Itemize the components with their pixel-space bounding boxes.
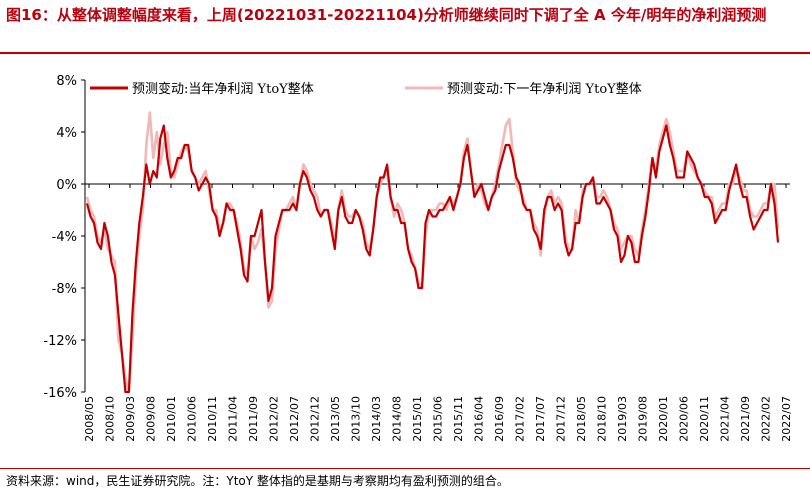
- x-tick-label: 2017/12: [555, 396, 568, 442]
- y-tick-label: -12%: [43, 334, 77, 349]
- x-tick-label: 2021/04: [719, 396, 732, 442]
- series-line-current-year: [85, 124, 780, 394]
- x-tick-label: 2008/05: [83, 396, 96, 442]
- x-tick-label: 2008/10: [104, 396, 117, 442]
- x-tick-label: 2009/03: [124, 396, 137, 442]
- x-tick-label: 2021/09: [739, 396, 752, 442]
- x-tick-label: 2020/06: [678, 396, 691, 442]
- x-tick-label: 2015/01: [411, 396, 424, 442]
- y-tick-label: -16%: [43, 386, 77, 401]
- x-tick-label: 2017/02: [514, 396, 527, 442]
- x-tick-label: 2014/08: [391, 396, 404, 442]
- y-tick-label: -8%: [52, 282, 77, 297]
- line-chart: 8% 4% 0% -4% -8% -12% -16% 2008/05 2008/10 2009/…: [43, 74, 793, 442]
- x-axis: 2008/05 2008/10 2009/03 2009/08 2010/01 2010/…: [83, 183, 793, 442]
- x-tick-label: 2010/01: [165, 396, 178, 442]
- x-tick-label: 2010/11: [206, 396, 219, 442]
- x-tick-label: 2017/07: [534, 396, 547, 442]
- x-tick-label: 2019/08: [637, 396, 650, 442]
- y-tick-label: 0%: [56, 178, 77, 193]
- y-tick-label: -4%: [52, 230, 77, 245]
- legend: 预测变动:当年净利润 YtoY整体 预测变动:下一年净利润 YtoY整体: [90, 81, 642, 97]
- y-tick-label: 8%: [56, 74, 77, 89]
- x-tick-label: 2022/02: [760, 396, 773, 442]
- x-tick-label: 2015/11: [452, 396, 465, 442]
- x-tick-label: 2022/07: [780, 396, 793, 442]
- legend-label-next-year: 预测变动:下一年净利润 YtoY整体: [447, 81, 642, 97]
- x-tick-label: 2010/06: [186, 396, 199, 442]
- series-line-next-year: [85, 111, 780, 394]
- y-axis: 8% 4% 0% -4% -8% -12% -16%: [43, 74, 86, 401]
- x-tick-label: 2013/05: [329, 396, 342, 442]
- x-tick-label: 2020/01: [657, 396, 670, 442]
- x-tick-label: 2016/09: [493, 396, 506, 442]
- x-tick-label: 2018/10: [596, 396, 609, 442]
- x-tick-label: 2011/04: [227, 396, 240, 442]
- x-tick-label: 2011/09: [247, 396, 260, 442]
- x-tick-label: 2018/05: [575, 396, 588, 442]
- x-tick-label: 2012/02: [268, 396, 281, 442]
- x-tick-label: 2013/10: [350, 396, 363, 442]
- x-tick-label: 2015/06: [432, 396, 445, 442]
- y-tick-label: 4%: [56, 126, 77, 141]
- x-tick-label: 2009/08: [145, 396, 158, 442]
- series-layer: [85, 111, 780, 394]
- title-divider: [0, 52, 810, 54]
- x-tick-label: 2012/12: [309, 396, 322, 442]
- x-tick-label: 2019/03: [616, 396, 629, 442]
- chart-title: 图16：从整体调整幅度来看，上周(20221031-20221104)分析师继续…: [6, 6, 767, 24]
- source-note: 资料来源：wind，民生证券研究院。注：YtoY 整体指的是基期与考察期均有盈利…: [6, 474, 509, 488]
- x-tick-label: 2014/03: [370, 396, 383, 442]
- legend-label-current-year: 预测变动:当年净利润 YtoY整体: [132, 81, 314, 97]
- footer-divider: [0, 468, 810, 469]
- x-tick-label: 2012/07: [288, 396, 301, 442]
- x-tick-label: 2020/11: [698, 396, 711, 442]
- x-tick-label: 2016/04: [473, 396, 486, 442]
